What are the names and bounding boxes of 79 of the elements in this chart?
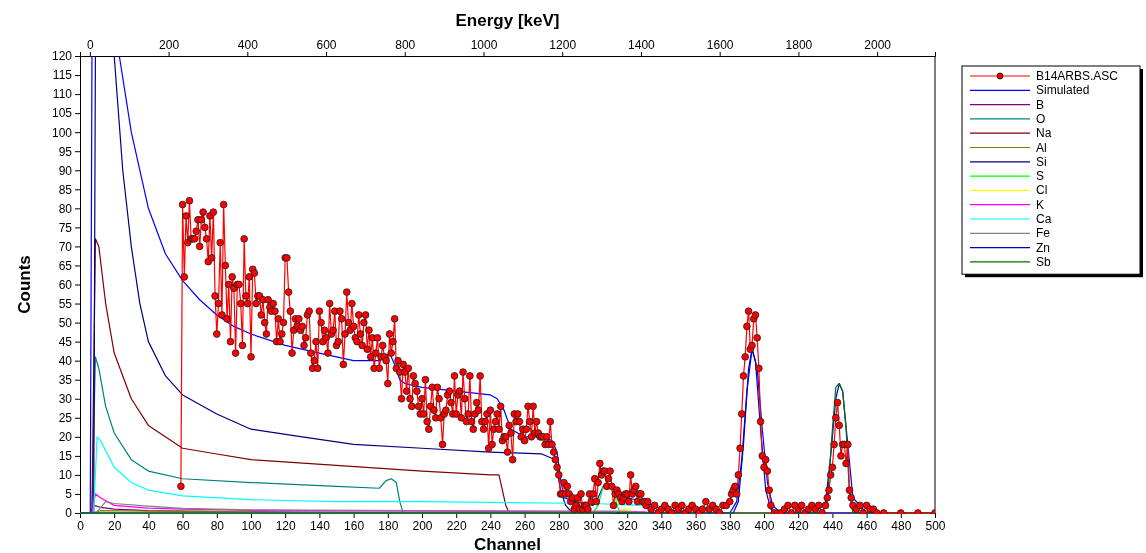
y-tick-label: 65 bbox=[58, 258, 73, 273]
legend-label: Ca bbox=[1036, 212, 1052, 226]
legend-label: Si bbox=[1036, 154, 1047, 169]
x-tick-label: 340 bbox=[651, 518, 673, 533]
y-tick-label: 115 bbox=[52, 68, 73, 83]
x-tick-label: 40 bbox=[142, 518, 156, 533]
legend-label: K bbox=[1036, 197, 1045, 212]
legend-label: Fe bbox=[1036, 226, 1051, 241]
y-tick-label: 35 bbox=[58, 373, 73, 388]
x-tick-label: 120 bbox=[275, 518, 297, 533]
x-tick-label: 480 bbox=[891, 518, 912, 533]
y-tick-label: 30 bbox=[58, 392, 73, 407]
legend-label: Na bbox=[1036, 126, 1052, 141]
legend-label: Zn bbox=[1036, 240, 1051, 255]
y-tick-label: 15 bbox=[58, 449, 73, 464]
y-tick-label: 50 bbox=[58, 315, 73, 330]
y-tick-label: 45 bbox=[58, 334, 73, 349]
legend-label: Al bbox=[1036, 140, 1047, 155]
x-tick-label: 460 bbox=[857, 518, 878, 533]
x-tick-label: 360 bbox=[686, 518, 707, 533]
y-tick-label: 110 bbox=[52, 87, 73, 102]
x-tick-label: 420 bbox=[788, 518, 810, 533]
x-tick-label: 20 bbox=[108, 518, 122, 533]
x2-tick-label: 400 bbox=[237, 38, 259, 52]
x-axis-title: Channel bbox=[473, 535, 542, 553]
x-tick-label: 60 bbox=[176, 518, 191, 533]
x-tick-label: 200 bbox=[412, 518, 433, 533]
y-tick-label: 100 bbox=[51, 125, 73, 140]
legend-label: Sb bbox=[1036, 254, 1051, 269]
x-tick-label: 380 bbox=[720, 518, 741, 533]
x-tick-label: 160 bbox=[344, 518, 365, 533]
y-tick-label: 0 bbox=[65, 506, 73, 521]
legend-label: Cl bbox=[1036, 183, 1048, 198]
y-tick-label: 70 bbox=[58, 239, 73, 254]
y-axis-title: Counts bbox=[15, 255, 34, 314]
y-tick-label: 75 bbox=[58, 220, 73, 235]
legend-label: O bbox=[1036, 111, 1046, 126]
x-tick-label: 140 bbox=[309, 518, 331, 533]
x2-tick-label: 0 bbox=[87, 38, 94, 52]
x-tick-label: 240 bbox=[480, 518, 502, 533]
y-tick-label: 85 bbox=[58, 182, 73, 197]
y-tick-label: 20 bbox=[58, 430, 73, 445]
x2-tick-label: 800 bbox=[395, 38, 416, 52]
y-tick-label: 120 bbox=[51, 49, 73, 64]
x2-tick-label: 200 bbox=[159, 38, 180, 52]
y-tick-label: 40 bbox=[58, 354, 73, 369]
y-tick-label: 60 bbox=[58, 277, 73, 292]
x-tick-label: 500 bbox=[925, 518, 946, 533]
x2-tick-label: 1800 bbox=[785, 38, 813, 52]
x-tick-label: 100 bbox=[241, 518, 262, 533]
x2-tick-label: 600 bbox=[316, 38, 337, 52]
x2-tick-label: 1600 bbox=[706, 38, 734, 52]
y-tick-label: 95 bbox=[58, 144, 73, 159]
y-tick-label: 105 bbox=[51, 106, 73, 121]
legend-label: Simulated bbox=[1036, 83, 1090, 98]
x-tick-label: 400 bbox=[754, 518, 775, 533]
x-tick-label: 260 bbox=[515, 518, 536, 533]
x2-tick-label: 1200 bbox=[549, 38, 577, 52]
x-tick-label: 440 bbox=[822, 518, 844, 533]
y-tick-label: 25 bbox=[58, 411, 73, 426]
y-tick-label: 10 bbox=[58, 468, 73, 483]
x2-tick-label: 2000 bbox=[864, 38, 892, 52]
y-tick-label: 90 bbox=[58, 163, 73, 178]
x-tick-label: 80 bbox=[210, 518, 225, 533]
x2-tick-label: 1000 bbox=[470, 38, 498, 52]
x-tick-label: 280 bbox=[549, 518, 570, 533]
x-tick-label: 300 bbox=[583, 518, 604, 533]
legend-label: S bbox=[1036, 169, 1045, 184]
y-tick-label: 55 bbox=[58, 296, 73, 311]
y-tick-label: 80 bbox=[58, 201, 73, 216]
x-tick-label: 0 bbox=[77, 518, 85, 533]
x2-axis-title: Energy [keV] bbox=[455, 11, 560, 30]
x-tick-label: 320 bbox=[617, 518, 639, 533]
legend-label: B bbox=[1036, 97, 1045, 112]
x-tick-label: 220 bbox=[446, 518, 468, 533]
x-tick-label: 180 bbox=[378, 518, 399, 533]
y-tick-label: 5 bbox=[65, 487, 73, 502]
legend-label: B14ARBS.ASC bbox=[1036, 69, 1119, 83]
x2-tick-label: 1400 bbox=[628, 38, 656, 52]
